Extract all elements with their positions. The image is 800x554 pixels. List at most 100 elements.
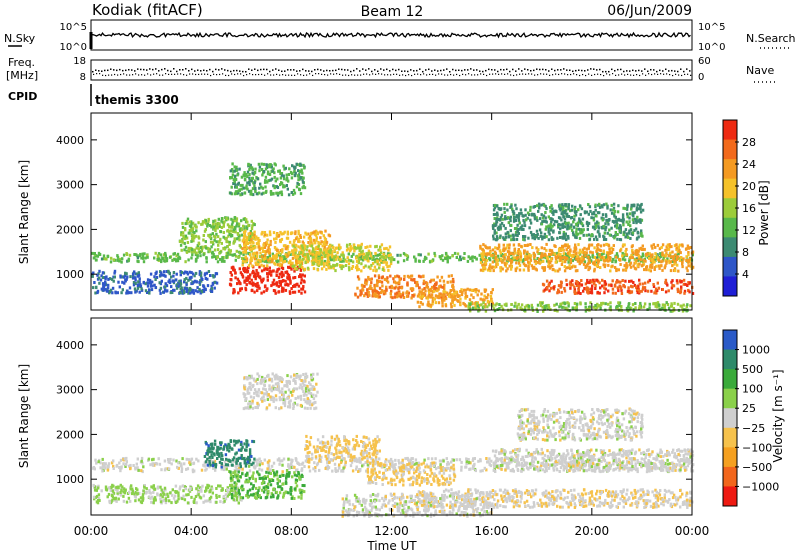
nsky-label: N.Sky bbox=[4, 32, 36, 45]
heatmap-cell bbox=[293, 290, 297, 294]
heatmap-cell bbox=[268, 254, 271, 258]
heatmap-cell bbox=[263, 250, 266, 253]
heatmap-cell bbox=[248, 241, 252, 244]
freq-point bbox=[131, 69, 133, 71]
heatmap-cell bbox=[570, 254, 573, 258]
heatmap-cell bbox=[567, 260, 570, 264]
heatmap-cell bbox=[268, 266, 271, 270]
nave-point bbox=[336, 73, 338, 75]
heatmap-cell bbox=[565, 278, 568, 282]
heatmap-cell bbox=[592, 216, 595, 220]
heatmap-cell bbox=[619, 230, 622, 234]
heatmap-cell bbox=[319, 236, 322, 240]
heatmap-cell bbox=[633, 217, 637, 221]
heatmap-cell bbox=[533, 217, 537, 221]
heatmap-cell bbox=[369, 267, 372, 271]
heatmap-cell bbox=[502, 243, 505, 247]
heatmap-cell bbox=[194, 279, 197, 283]
heatmap-cell bbox=[563, 244, 566, 248]
heatmap-cell bbox=[235, 165, 238, 169]
heatmap-cell bbox=[661, 303, 665, 307]
heatmap-cell bbox=[373, 260, 377, 264]
heatmap-cell bbox=[240, 219, 243, 223]
heatmap-cell bbox=[575, 223, 578, 227]
heatmap-cell bbox=[102, 284, 105, 288]
freq-point bbox=[524, 68, 526, 70]
heatmap-cell bbox=[631, 256, 634, 260]
heatmap-cell bbox=[687, 253, 690, 257]
nave-point bbox=[99, 73, 101, 75]
heatmap-cell bbox=[276, 186, 280, 189]
heatmap-cell bbox=[687, 258, 690, 262]
heatmap-cell bbox=[429, 289, 433, 293]
heatmap-cell bbox=[671, 264, 674, 268]
heatmap-cell bbox=[421, 288, 424, 292]
heatmap-cell bbox=[121, 280, 124, 284]
heatmap-cell bbox=[588, 261, 591, 264]
heatmap-cell bbox=[593, 281, 596, 285]
heatmap-cell bbox=[242, 224, 245, 228]
heatmap-cell bbox=[316, 232, 319, 236]
heatmap-cell bbox=[348, 243, 352, 246]
heatmap-cell bbox=[516, 223, 519, 227]
heatmap-cell bbox=[376, 284, 379, 288]
heatmap-cell bbox=[215, 272, 219, 276]
heatmap-cell bbox=[609, 269, 612, 273]
heatmap-cell bbox=[243, 171, 246, 175]
heatmap-cell bbox=[360, 269, 363, 273]
heatmap-cell bbox=[253, 223, 256, 227]
heatmap-cell bbox=[630, 207, 633, 211]
heatmap-cell bbox=[248, 180, 251, 184]
heatmap-cell bbox=[603, 286, 606, 290]
freq-point bbox=[170, 70, 172, 73]
freq-point bbox=[302, 68, 304, 71]
heatmap-cell bbox=[615, 225, 619, 229]
heatmap-cell bbox=[470, 293, 473, 297]
nave-point bbox=[537, 74, 539, 76]
heatmap-cell bbox=[299, 162, 302, 166]
heatmap-cell bbox=[479, 268, 483, 272]
heatmap-cell bbox=[643, 302, 647, 306]
heatmap-cell bbox=[529, 243, 532, 246]
freq-point bbox=[152, 68, 154, 71]
heatmap-cell bbox=[572, 225, 576, 229]
heatmap-cell bbox=[566, 301, 569, 305]
heatmap-cell bbox=[596, 243, 599, 247]
heatmap-cell bbox=[523, 249, 526, 253]
heatmap-cell bbox=[385, 285, 388, 289]
freq-point bbox=[149, 68, 151, 70]
heatmap-cell bbox=[636, 203, 639, 207]
freq-point bbox=[536, 68, 538, 70]
heatmap-cell bbox=[547, 303, 550, 307]
heatmap-cell bbox=[443, 287, 446, 291]
heatmap-cell bbox=[246, 175, 249, 179]
heatmap-cell bbox=[558, 247, 561, 251]
nave-point bbox=[300, 74, 302, 76]
heatmap-cell bbox=[323, 264, 326, 268]
heatmap-cell bbox=[261, 230, 264, 234]
heatmap-cell bbox=[406, 290, 409, 294]
nave-point bbox=[624, 74, 626, 76]
heatmap-cell bbox=[355, 254, 359, 258]
heatmap-cell bbox=[125, 277, 128, 281]
heatmap-cell bbox=[604, 287, 607, 291]
heatmap-cell bbox=[516, 229, 519, 233]
heatmap-cell bbox=[520, 244, 523, 248]
nave-point bbox=[201, 73, 203, 75]
nave-point bbox=[642, 73, 644, 75]
heatmap-cell bbox=[601, 284, 604, 288]
heatmap-cell bbox=[454, 297, 457, 301]
heatmap-cell bbox=[230, 168, 234, 171]
heatmap-cell bbox=[280, 190, 283, 194]
nave-point bbox=[315, 73, 317, 75]
heatmap-cell bbox=[275, 260, 279, 264]
heatmap-cell bbox=[671, 279, 674, 283]
heatmap-cell bbox=[556, 309, 559, 313]
heatmap-cell bbox=[688, 290, 691, 294]
nave-point bbox=[648, 73, 650, 75]
heatmap-cell bbox=[515, 237, 519, 241]
heatmap-cell bbox=[287, 273, 291, 277]
heatmap-cell bbox=[140, 287, 143, 291]
heatmap-cell bbox=[282, 177, 286, 181]
heatmap-cell bbox=[222, 246, 225, 250]
